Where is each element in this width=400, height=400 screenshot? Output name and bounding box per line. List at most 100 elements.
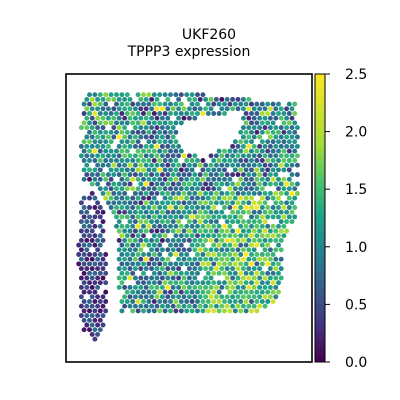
spot [232, 205, 238, 210]
spot [111, 162, 117, 168]
colorbar-tick-label: 1.0 [345, 240, 367, 256]
spot [251, 153, 257, 159]
spot [114, 148, 119, 154]
spot [243, 148, 249, 154]
spot [165, 275, 171, 281]
spot [143, 256, 149, 262]
spot [184, 223, 190, 229]
spot [276, 214, 281, 220]
spot [211, 252, 217, 257]
spot [243, 308, 249, 314]
spot [116, 115, 122, 121]
spot [81, 233, 87, 239]
spot [276, 195, 281, 201]
spot [151, 270, 157, 276]
spot [154, 256, 160, 262]
spot [146, 205, 152, 210]
spot [124, 214, 130, 220]
spot [154, 106, 160, 112]
spot [81, 120, 87, 126]
spot [78, 275, 84, 281]
spot [173, 205, 179, 210]
spot [257, 115, 263, 121]
colorbar-tick-label: 2.0 [345, 125, 367, 141]
spot [81, 139, 87, 145]
spot [227, 176, 233, 182]
spot [130, 252, 136, 257]
spot [122, 134, 128, 140]
spot [192, 219, 198, 225]
spot [240, 143, 246, 149]
spot [176, 162, 182, 168]
spot [146, 101, 152, 107]
spot [151, 223, 157, 229]
spot [173, 195, 179, 201]
spot [168, 308, 173, 314]
spot [219, 237, 225, 243]
spot [154, 294, 160, 300]
spot [249, 233, 254, 239]
spot [222, 176, 227, 182]
spot [186, 162, 192, 168]
spot [211, 214, 217, 220]
spot [108, 120, 114, 126]
spot [211, 195, 217, 201]
spot [168, 129, 173, 135]
spot [286, 129, 292, 135]
spot [270, 176, 276, 182]
spot [192, 256, 198, 262]
spot [87, 270, 92, 276]
spot [216, 289, 222, 295]
spot [78, 294, 84, 300]
spot [84, 256, 90, 262]
spot [254, 129, 260, 135]
spot [195, 205, 200, 210]
spot [267, 134, 273, 140]
spot [170, 125, 176, 131]
spot [84, 303, 90, 309]
spot [170, 181, 176, 187]
spot [92, 148, 98, 154]
spot [276, 176, 281, 182]
spot [286, 111, 292, 116]
spot [216, 101, 222, 107]
spot [203, 200, 209, 206]
spot [97, 327, 103, 333]
spot [254, 158, 260, 163]
spot [222, 261, 227, 267]
spot [92, 289, 98, 295]
spot [227, 289, 233, 295]
spot [154, 266, 160, 272]
spot [227, 308, 233, 314]
spot [97, 148, 103, 154]
spot [159, 162, 165, 168]
spot [146, 139, 152, 145]
spot [78, 284, 84, 290]
spot [254, 242, 260, 248]
spot [154, 143, 160, 149]
spot [149, 275, 155, 281]
spot [278, 228, 284, 234]
spot [262, 115, 268, 121]
spot [138, 96, 144, 102]
spot [184, 289, 190, 295]
spot [135, 214, 141, 220]
spot [267, 181, 273, 187]
spot [111, 181, 117, 187]
spot [105, 200, 111, 206]
spot [224, 237, 230, 243]
spot [154, 172, 160, 178]
spot [143, 106, 149, 112]
spot [168, 158, 173, 163]
spot [162, 101, 168, 107]
spot [200, 223, 206, 229]
spot [149, 209, 155, 215]
spot [243, 223, 249, 229]
spot [257, 228, 263, 234]
spot [192, 209, 198, 215]
spot [119, 223, 125, 229]
spot [224, 181, 230, 187]
spot [235, 200, 241, 206]
spot [84, 153, 90, 159]
spot [143, 284, 149, 290]
